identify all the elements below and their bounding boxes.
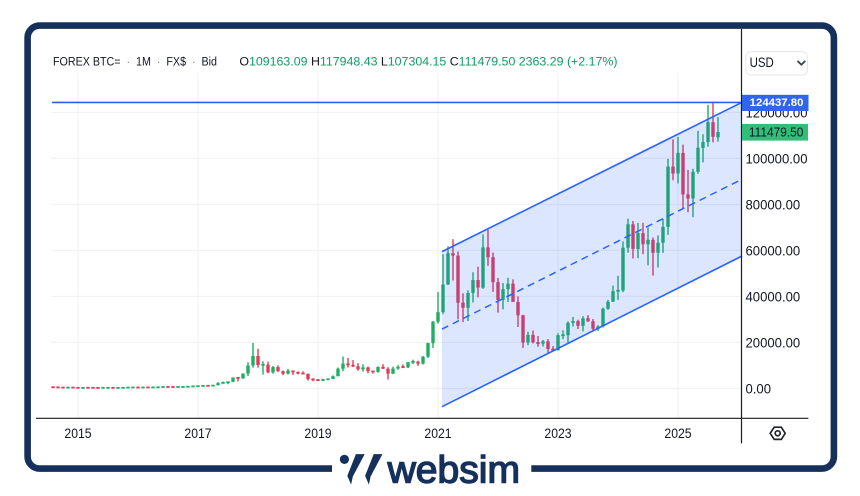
svg-text:websim: websim — [387, 450, 520, 492]
svg-text:2023: 2023 — [544, 426, 571, 442]
svg-text:2015: 2015 — [64, 426, 91, 442]
svg-text:2019: 2019 — [304, 426, 331, 442]
svg-text:2017: 2017 — [184, 426, 211, 442]
svg-text:40000.00: 40000.00 — [746, 288, 801, 304]
svg-text:0.00: 0.00 — [746, 380, 772, 396]
svg-text:FOREX BTC= · 1M · FX$ ·: FOREX BTC= · 1M · FX$ · Bid — [53, 54, 217, 68]
svg-text:124437.80: 124437.80 — [750, 97, 804, 109]
svg-text:80000.00: 80000.00 — [746, 196, 801, 212]
svg-text:USD: USD — [750, 54, 774, 70]
svg-text:20000.00: 20000.00 — [746, 334, 801, 350]
svg-text:60000.00: 60000.00 — [746, 242, 801, 258]
svg-text:2021: 2021 — [424, 426, 451, 442]
svg-text:100000.00: 100000.00 — [746, 150, 808, 166]
svg-text:2025: 2025 — [664, 426, 691, 442]
svg-text:111479.50: 111479.50 — [749, 125, 804, 140]
svg-text:O109163.09 H117948.43 L107304.: O109163.09 H117948.43 L107304.15 C111479… — [239, 54, 617, 68]
